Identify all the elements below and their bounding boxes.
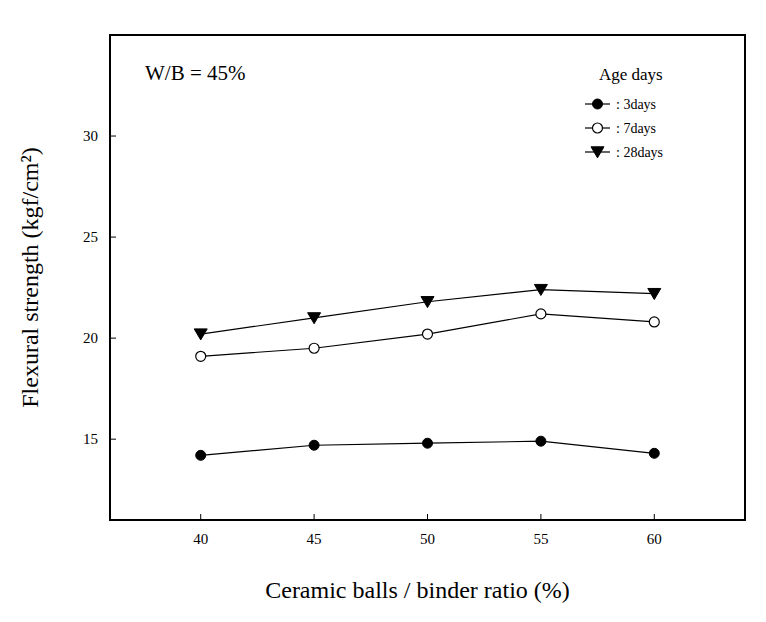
- chart: 40 45 50 55 60 15 20 25 30 Ceramic balls / binder…: [0, 0, 766, 622]
- data-group: [194, 284, 661, 460]
- y-tick: [110, 237, 116, 238]
- legend-title: Age days: [599, 65, 663, 84]
- data-point: [423, 329, 433, 339]
- x-tick: [200, 514, 201, 520]
- data-point: [308, 313, 321, 324]
- x-tick: [314, 514, 315, 520]
- x-tick-label: 60: [647, 531, 662, 547]
- legend: Age days : 3days : 7days : 28days: [585, 65, 663, 160]
- series-line: [201, 290, 655, 334]
- x-axis-label: Ceramic balls / binder ratio (%): [265, 577, 570, 603]
- y-tick: [110, 439, 116, 440]
- data-point: [196, 450, 206, 460]
- data-point: [196, 351, 206, 361]
- annotation: W/B = 45%: [145, 61, 246, 85]
- legend-marker: [591, 147, 604, 158]
- x-tick-label: 45: [307, 531, 322, 547]
- legend-label: : 7days: [616, 121, 656, 136]
- chart-root: 40 45 50 55 60 15 20 25 30 Ceramic balls / binder…: [0, 0, 766, 622]
- plot-frame: [110, 35, 745, 520]
- data-point: [309, 343, 319, 353]
- y-tick-label: 15: [83, 431, 98, 447]
- series-line: [201, 314, 655, 356]
- y-tick-label: 20: [83, 330, 98, 346]
- data-point: [649, 448, 659, 458]
- legend-label: : 3days: [616, 97, 656, 112]
- data-point: [534, 284, 547, 295]
- data-point: [194, 329, 207, 340]
- y-tick-label: 30: [83, 128, 98, 144]
- data-point: [309, 440, 319, 450]
- data-point: [423, 438, 433, 448]
- y-tick: [110, 136, 116, 137]
- data-point: [648, 288, 661, 299]
- x-tick: [654, 514, 655, 520]
- y-tick-label: 25: [83, 229, 98, 245]
- data-point: [421, 297, 434, 308]
- x-tick-label: 40: [193, 531, 208, 547]
- data-point: [649, 317, 659, 327]
- x-tick: [540, 514, 541, 520]
- legend-marker: [593, 99, 603, 109]
- data-point: [536, 436, 546, 446]
- legend-label: : 28days: [616, 145, 663, 160]
- data-point: [536, 309, 546, 319]
- x-tick-label: 50: [420, 531, 435, 547]
- x-tick: [427, 514, 428, 520]
- x-tick-label: 55: [533, 531, 548, 547]
- y-axis-label: Flexural strength (kgf/cm²): [17, 147, 43, 407]
- y-tick: [110, 338, 116, 339]
- legend-marker: [593, 123, 603, 133]
